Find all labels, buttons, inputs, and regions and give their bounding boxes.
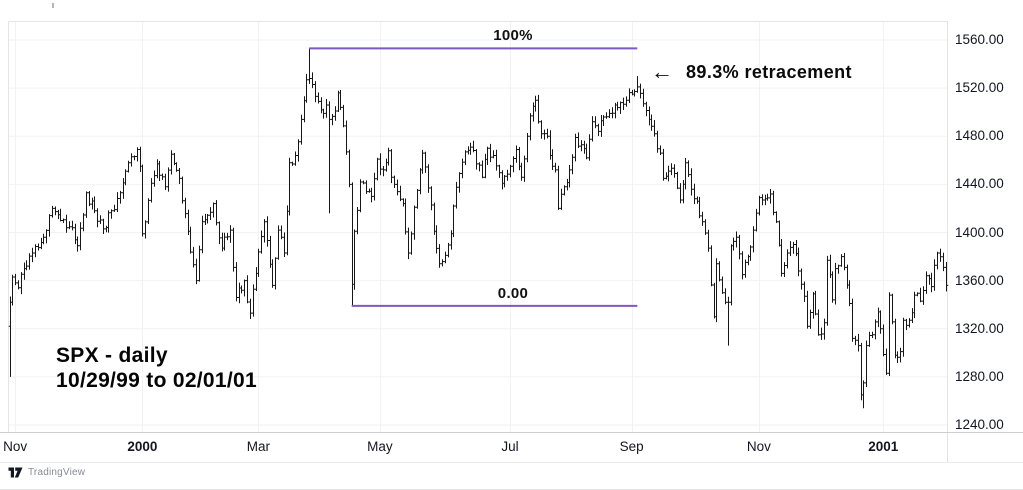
chart-title-symbol: SPX - daily xyxy=(56,344,168,367)
time-axis-label: May xyxy=(367,439,393,454)
chart-title-daterange: 10/29/99 to 02/01/01 xyxy=(56,369,257,392)
chart-title[interactable]: SPX - daily 10/29/99 to 02/01/01 xyxy=(56,343,257,393)
price-axis-label: 1240.00 xyxy=(955,417,1004,432)
tradingview-logo-text: TradingView xyxy=(28,467,86,478)
left-arrow-icon: ← xyxy=(651,59,673,84)
price-axis-label: 1480.00 xyxy=(955,128,1004,144)
retracement-annotation-text: 89.3% retracement xyxy=(686,61,852,82)
tradingview-logo-icon xyxy=(8,467,23,478)
time-axis-label: 2000 xyxy=(127,439,158,454)
time-axis-label: Nov xyxy=(3,439,28,454)
gridlines xyxy=(8,21,948,433)
time-axis-label: Mar xyxy=(246,439,270,454)
stray-pixel-artifact xyxy=(52,3,54,8)
ohlc-bars xyxy=(8,48,949,409)
price-axis-label: 1400.00 xyxy=(955,224,1004,240)
time-axis-label: 2001 xyxy=(868,439,899,454)
price-axis-label: 1360.00 xyxy=(955,272,1004,288)
price-axis-label: 1440.00 xyxy=(955,176,1004,192)
time-axis-label: Sep xyxy=(619,439,644,454)
retracement-annotation[interactable]: ← 89.3% retracement xyxy=(651,61,852,83)
price-axis-label: 1560.00 xyxy=(955,32,1004,47)
fib-level-label-100[interactable]: 100% xyxy=(493,27,533,45)
fib-level-label-0[interactable]: 0.00 xyxy=(497,284,529,302)
time-axis-label: Jul xyxy=(501,439,519,454)
price-axis-label: 1280.00 xyxy=(955,368,1004,384)
time-axis-label: Nov xyxy=(746,439,771,454)
price-axis-label: 1520.00 xyxy=(955,80,1004,96)
price-axis-label: 1320.00 xyxy=(955,320,1004,336)
tradingview-logo[interactable]: TradingView xyxy=(8,466,85,479)
chart-frame xyxy=(0,21,1023,463)
